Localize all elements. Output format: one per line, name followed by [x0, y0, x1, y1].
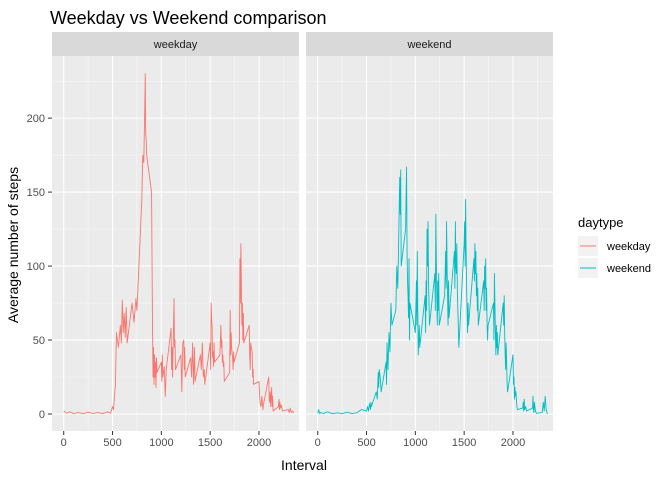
- facet-strip-label: weekday: [153, 39, 198, 51]
- series-line-weekday: [63, 73, 295, 415]
- facet-weekend: weekend 0 500 1000 1500 2000: [306, 32, 553, 449]
- x-tick-label: 0: [61, 437, 67, 449]
- facet-strip: [52, 32, 299, 56]
- facet-strip: [306, 32, 553, 56]
- x-tick-label: 500: [357, 437, 375, 449]
- y-tick-label: 0: [39, 409, 45, 421]
- y-tick-label: 150: [27, 187, 45, 199]
- series-line-weekend: [317, 166, 548, 415]
- legend-label: weekend: [606, 263, 651, 275]
- legend-items: weekday weekend: [578, 236, 651, 278]
- x-tick-label: 2000: [501, 437, 525, 449]
- x-tick-label: 2000: [247, 437, 271, 449]
- y-axis-title: Average number of steps: [5, 167, 21, 323]
- legend-label: weekday: [606, 241, 651, 253]
- x-tick-label: 0: [315, 437, 321, 449]
- legend-item-weekday: weekday: [578, 236, 651, 256]
- facet-weekday: weekday 0 500 1000 1500 2000 0 50 100 150 200: [27, 32, 299, 449]
- x-tick-label: 1500: [198, 437, 222, 449]
- panel-background: [306, 56, 553, 431]
- facet-strip-label: weekend: [406, 39, 451, 51]
- x-axis-title: Interval: [281, 457, 327, 473]
- legend: daytype weekday weekend: [578, 215, 651, 278]
- y-tick-label: 100: [27, 261, 45, 273]
- legend-item-weekend: weekend: [578, 258, 651, 278]
- panel-background: [52, 56, 299, 431]
- x-tick-label: 1500: [452, 437, 476, 449]
- y-tick-label: 200: [27, 113, 45, 125]
- x-tick-label: 500: [103, 437, 121, 449]
- x-tick-label: 1000: [403, 437, 427, 449]
- legend-title: daytype: [578, 215, 624, 230]
- chart-title: Weekday vs Weekend comparison: [50, 8, 326, 28]
- facet-panels: weekday 0 500 1000 1500 2000 0 50 100 150 200 weeke…: [27, 32, 553, 449]
- y-tick-label: 50: [33, 335, 45, 347]
- x-tick-label: 1000: [149, 437, 173, 449]
